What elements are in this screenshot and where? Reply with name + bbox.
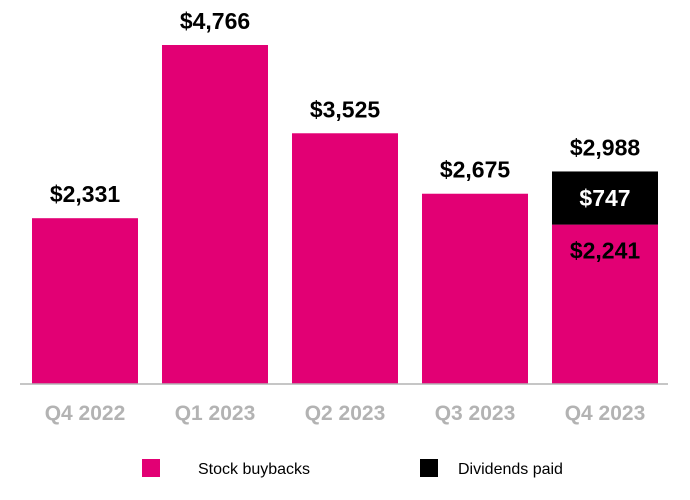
total-label: $3,525 <box>310 96 381 122</box>
segment-label: $2,241 <box>570 238 641 264</box>
bar-stock-buybacks <box>292 133 398 384</box>
bar-stock-buybacks <box>162 45 268 384</box>
x-tick-label: Q2 2023 <box>305 402 386 425</box>
total-label: $2,675 <box>440 157 511 183</box>
x-tick-label: Q1 2023 <box>175 402 256 425</box>
bar-stock-buybacks <box>32 218 138 384</box>
x-tick-label: Q4 2023 <box>565 402 646 425</box>
legend-label: Dividends paid <box>458 461 563 478</box>
legend-swatch-dividends-paid <box>420 459 438 477</box>
total-label: $2,988 <box>570 134 641 160</box>
x-tick-label: Q3 2023 <box>435 402 516 425</box>
bar-stock-buybacks <box>422 193 528 384</box>
total-label: $4,766 <box>180 8 250 34</box>
x-tick-label: Q4 2022 <box>45 402 126 425</box>
legend-label: Stock buybacks <box>198 461 310 478</box>
total-label: $2,331 <box>50 181 121 207</box>
segment-label: $747 <box>579 185 630 211</box>
bar-stock-buybacks <box>552 224 658 384</box>
bar-dividends-paid <box>552 171 658 225</box>
legend-swatch-stock-buybacks <box>142 459 160 477</box>
